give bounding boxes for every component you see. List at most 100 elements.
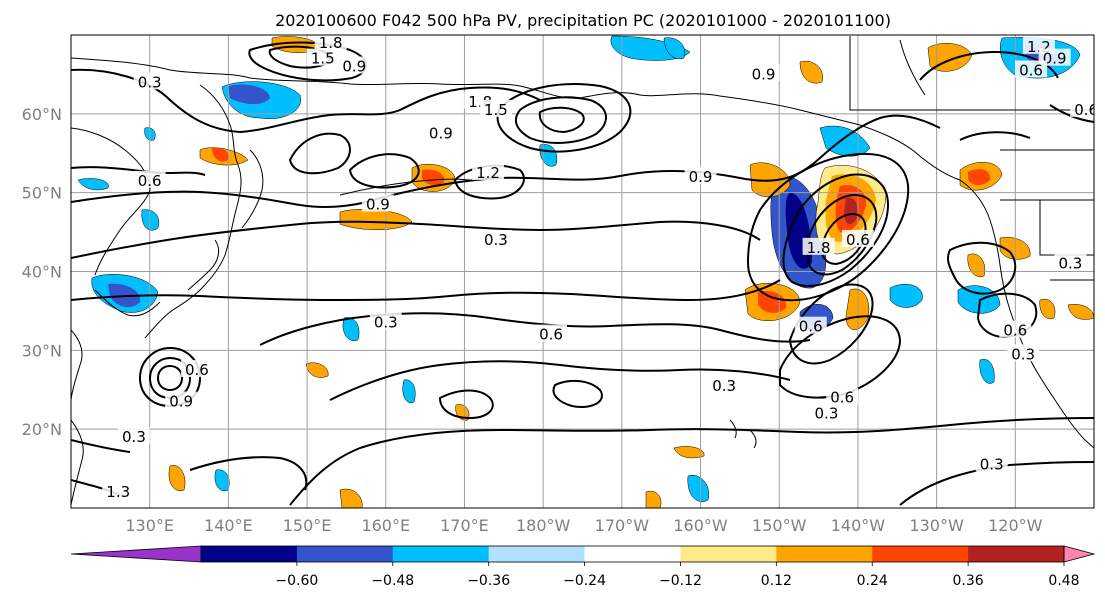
contour-label: 0.3	[980, 456, 1004, 474]
negative-anomaly-region	[77, 35, 1081, 502]
longitude-label: 130°W	[909, 516, 964, 535]
coastlines	[71, 36, 1094, 506]
longitude-label: 140°W	[831, 516, 886, 535]
longitude-label: 140°E	[204, 516, 253, 535]
longitude-label: 150°W	[752, 516, 807, 535]
contour-label: 1.8	[319, 34, 343, 52]
precip-shading	[77, 35, 1094, 508]
contour-label: 0.6	[138, 172, 162, 190]
contour-label-bg	[747, 64, 780, 82]
latitude-label: 20°N	[22, 420, 62, 439]
contour-label-bg	[361, 194, 394, 212]
longitude-label: 130°E	[125, 516, 174, 535]
colorbar-extend-low	[70, 545, 202, 563]
contour-label-bg	[165, 391, 198, 409]
contour-label: 1.3	[106, 483, 130, 501]
contour-label: 0.6	[1074, 101, 1098, 119]
colorbar-tick-label: 0.48	[1048, 573, 1079, 589]
contour-label: 1.2	[476, 164, 500, 182]
positive-anomaly-region	[168, 36, 1094, 508]
longitude-label: 180°W	[516, 516, 571, 535]
contour-label-bg	[1070, 99, 1094, 117]
contour-label-bg	[810, 403, 843, 421]
contour-label: 0.6	[539, 326, 563, 344]
contour-label-bg	[133, 72, 166, 90]
colorbar-tick-label: 0.24	[857, 573, 888, 589]
colorbar-extend-high	[1063, 545, 1096, 563]
contour-labels: 0.30.91.81.50.60.90.91.81.51.20.30.90.91…	[102, 34, 1098, 501]
pv-contours	[71, 41, 1094, 506]
contour-label: 0.3	[1011, 345, 1035, 363]
contour-label-bg	[472, 162, 505, 180]
contour-label: 0.3	[138, 73, 162, 91]
contour-label-bg	[794, 316, 827, 334]
colorbar-segment	[584, 546, 681, 562]
contour-label-bg	[369, 312, 402, 330]
longitude-label: 150°E	[283, 516, 332, 535]
contour-label-bg	[999, 320, 1032, 338]
contour-label: 0.6	[185, 361, 209, 379]
contour-label-bg	[802, 237, 835, 255]
colorbar-segment	[201, 546, 298, 562]
colorbar-segment	[968, 546, 1065, 562]
longitude-label: 170°E	[440, 516, 489, 535]
contour-label: 0.3	[815, 404, 839, 422]
contour-label-bg	[180, 360, 213, 378]
contour-label-bg	[338, 56, 371, 74]
contour-label-bg	[975, 454, 1008, 472]
contour-label: 0.9	[342, 58, 366, 76]
colorbar-tick-label: −0.24	[563, 573, 606, 589]
colorbar-segment	[680, 546, 777, 562]
longitude-labels: 130°E 140°E 150°E 160°E 170°E 180°W 170°W 160°W…	[125, 516, 1042, 535]
colorbar-segment	[872, 546, 969, 562]
colorbar-tick-label: −0.60	[275, 573, 318, 589]
contour-label-bg	[1007, 344, 1040, 362]
contour-label-bg	[708, 375, 741, 393]
colorbar: −0.60 −0.48 −0.36 −0.24 −0.12 0.12 0.24 0.36 0.4…	[70, 545, 1096, 589]
longitude-label: 160°W	[673, 516, 728, 535]
colorbar-segment	[776, 546, 873, 562]
contour-label: 0.3	[484, 231, 508, 249]
colorbar-tick-label: 0.12	[761, 573, 792, 589]
contour-label-bg	[684, 166, 717, 184]
contour-label-bg	[479, 99, 512, 117]
latitude-labels: 20°N 30°N 40°N 50°N 60°N	[22, 105, 62, 439]
contour-label: 1.8	[807, 239, 831, 257]
longitude-label: 160°E	[361, 516, 410, 535]
colorbar-segment	[296, 546, 394, 562]
contour-label: 0.3	[712, 377, 736, 395]
contour-label-bg	[841, 229, 874, 247]
contour-label: 0.9	[1043, 50, 1067, 68]
contour-label: 0.3	[122, 428, 146, 446]
contour-label: 0.3	[1058, 255, 1082, 273]
contour-label: 0.9	[366, 195, 390, 213]
latitude-label: 30°N	[22, 341, 62, 360]
contour-label: 0.6	[830, 389, 854, 407]
colorbar-outline	[200, 545, 1065, 563]
contour-label-bg	[306, 48, 339, 66]
contour-label: 1.5	[311, 50, 335, 68]
colorbar-segment	[488, 546, 586, 562]
map-title: 2020100600 F042 500 hPa PV, precipitatio…	[275, 11, 891, 30]
contour-label: 0.6	[846, 231, 870, 249]
colorbar-tick-label: 0.36	[953, 573, 984, 589]
contour-label-bg	[535, 324, 568, 342]
colorbar-tick-label: −0.48	[371, 573, 414, 589]
latitude-label: 60°N	[22, 105, 62, 124]
contour-label-bg	[424, 123, 457, 141]
contour-label: 0.6	[1003, 322, 1027, 340]
contour-label-bg	[102, 482, 135, 500]
longitude-label: 120°W	[988, 516, 1043, 535]
contour-label-bg	[1015, 60, 1048, 78]
contour-label-bg	[479, 229, 512, 247]
contour-label: 0.9	[169, 393, 193, 411]
contour-label: 0.6	[1019, 61, 1043, 79]
contour-label-bg	[826, 387, 859, 405]
contour-label-bg	[314, 35, 347, 50]
contour-label-bg	[117, 427, 150, 445]
contour-label: 0.6	[799, 318, 823, 336]
contour-label-bg	[1054, 253, 1087, 271]
colorbar-tick-label: −0.36	[467, 573, 510, 589]
longitude-label: 170°W	[595, 516, 650, 535]
